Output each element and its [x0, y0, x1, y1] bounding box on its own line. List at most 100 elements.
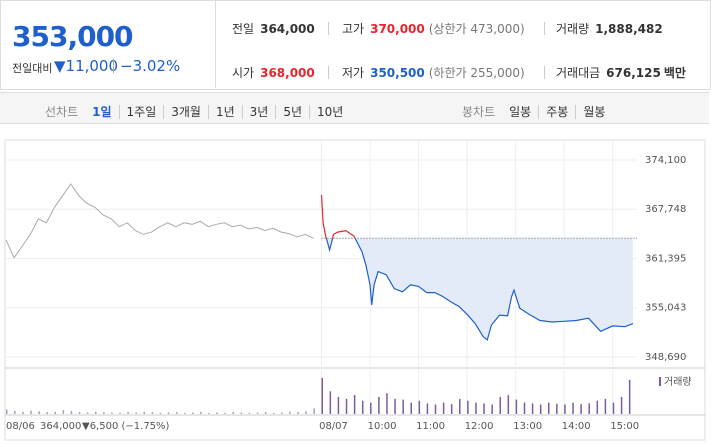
volume-bar [192, 412, 194, 414]
volume-bar [256, 412, 259, 414]
volume-bar [248, 412, 251, 414]
volume-bar [410, 402, 412, 414]
volume-bar [232, 412, 235, 414]
stat: 전일 364,000 [232, 20, 315, 37]
stat: 고가 370,000 (상한가 473,000) [342, 20, 525, 37]
volume-bar [70, 410, 73, 414]
volume-bar [620, 396, 623, 414]
stat-label: 전일 [232, 22, 255, 36]
stat-label: 저가 [342, 66, 365, 80]
volume-bar [167, 412, 170, 414]
volume-bar [289, 411, 291, 414]
current-price: 353,000 [12, 20, 134, 53]
stat: 거래대금 676,125 백만 [556, 64, 686, 81]
toolbar-label: 봉차트 [462, 105, 496, 119]
price-line-down [325, 238, 634, 341]
period-button[interactable]: 1일 [92, 105, 112, 119]
volume-bar [491, 404, 493, 414]
stat-value: 368,000 [260, 66, 315, 80]
stat-value: 1,888,482 [595, 22, 663, 36]
divider [544, 22, 545, 35]
volume-bar [394, 398, 396, 414]
below-reference-area [321, 238, 633, 340]
toolbar: 선차트 1일 1주일 3개월 1년 3년 5년 10년 봉차트 일봉 주봉 월봉 [0, 92, 709, 124]
volume-bar [159, 412, 162, 414]
y-tick-label: 367,748 [645, 204, 686, 215]
volume-bar [38, 411, 40, 414]
stat-value: 350,500 [370, 66, 425, 80]
volume-bar [86, 412, 89, 414]
period-button[interactable]: 10년 [309, 105, 351, 119]
volume-bar [6, 409, 8, 414]
divider [328, 22, 329, 35]
period-button[interactable]: 주봉 [538, 105, 576, 119]
volume-bar [46, 412, 48, 414]
stat-value: 370,000 [370, 22, 425, 36]
divider [328, 66, 329, 79]
y-tick-label: 348,690 [645, 352, 686, 363]
volume-bar [183, 412, 186, 414]
stat-label: 거래대금 [556, 66, 601, 80]
stat-value: 676,125 [606, 66, 661, 80]
volume-bar [564, 404, 566, 414]
volume-bar [305, 411, 307, 414]
stat-label: 시가 [232, 66, 255, 80]
annotation: ▼6,500 (−1.75%) [82, 421, 170, 432]
volume-bar [378, 396, 380, 414]
change-label: 전일대비 [12, 62, 53, 75]
period-button[interactable]: 일봉 [509, 105, 532, 119]
volume-bar [515, 399, 518, 414]
period-button[interactable]: 1주일 [118, 105, 164, 119]
volume-bar [467, 400, 469, 414]
volume-bar [200, 411, 202, 414]
period-button[interactable]: 1년 [207, 105, 242, 119]
volume-bar [596, 400, 599, 414]
period-button[interactable]: 3개월 [163, 105, 208, 119]
stat-unit: 백만 [663, 66, 686, 80]
volume-bar [426, 403, 429, 414]
stat-note: (하한가 255,000) [428, 66, 525, 80]
x-tick-label: 14:00 [562, 421, 591, 432]
toolbar-label: 선차트 [45, 105, 79, 119]
volume-bar [386, 393, 388, 414]
volume-bar [361, 400, 364, 414]
change-pct: −3.02% [120, 57, 181, 75]
volume-bar [281, 412, 283, 414]
volume-bar [321, 378, 323, 414]
volume-bar [459, 398, 461, 414]
volume-bar [135, 412, 137, 414]
period-button[interactable]: 5년 [275, 105, 310, 119]
volume-bar [94, 411, 97, 414]
volume-bar [450, 404, 453, 414]
volume-bar [313, 408, 315, 414]
volume-bar [216, 412, 218, 414]
y-tick-label: 374,100 [645, 155, 686, 166]
change: ▼11,000 [54, 57, 119, 75]
volume-bar [531, 403, 534, 414]
candle-periods: 봉차트 일봉 주봉 월봉 [455, 101, 613, 120]
volume-bar [402, 399, 404, 414]
period-button[interactable]: 월봉 [575, 105, 613, 119]
volume-bar [62, 410, 65, 414]
volume-bar [224, 412, 226, 414]
volume-bar [588, 403, 590, 414]
x-tick-label: 12:00 [465, 421, 494, 432]
volume-bar [14, 410, 16, 414]
volume-bar [475, 402, 477, 414]
volume-bar [556, 403, 558, 414]
period-button[interactable]: 3년 [241, 105, 276, 119]
divider [215, 0, 216, 88]
x-tick-label: 13:00 [513, 421, 542, 432]
annotation: 364,000 [40, 421, 81, 432]
stat-label: 거래량 [556, 22, 590, 36]
volume-bar [370, 402, 372, 414]
volume-bar [580, 404, 582, 414]
volume-bar [272, 412, 275, 414]
volume-bar [612, 402, 615, 414]
volume-bar [434, 404, 437, 414]
volume-bar [442, 402, 445, 414]
stat-value: 364,000 [260, 22, 315, 36]
volume-legend-icon [659, 377, 661, 386]
volume-bar [418, 400, 421, 414]
